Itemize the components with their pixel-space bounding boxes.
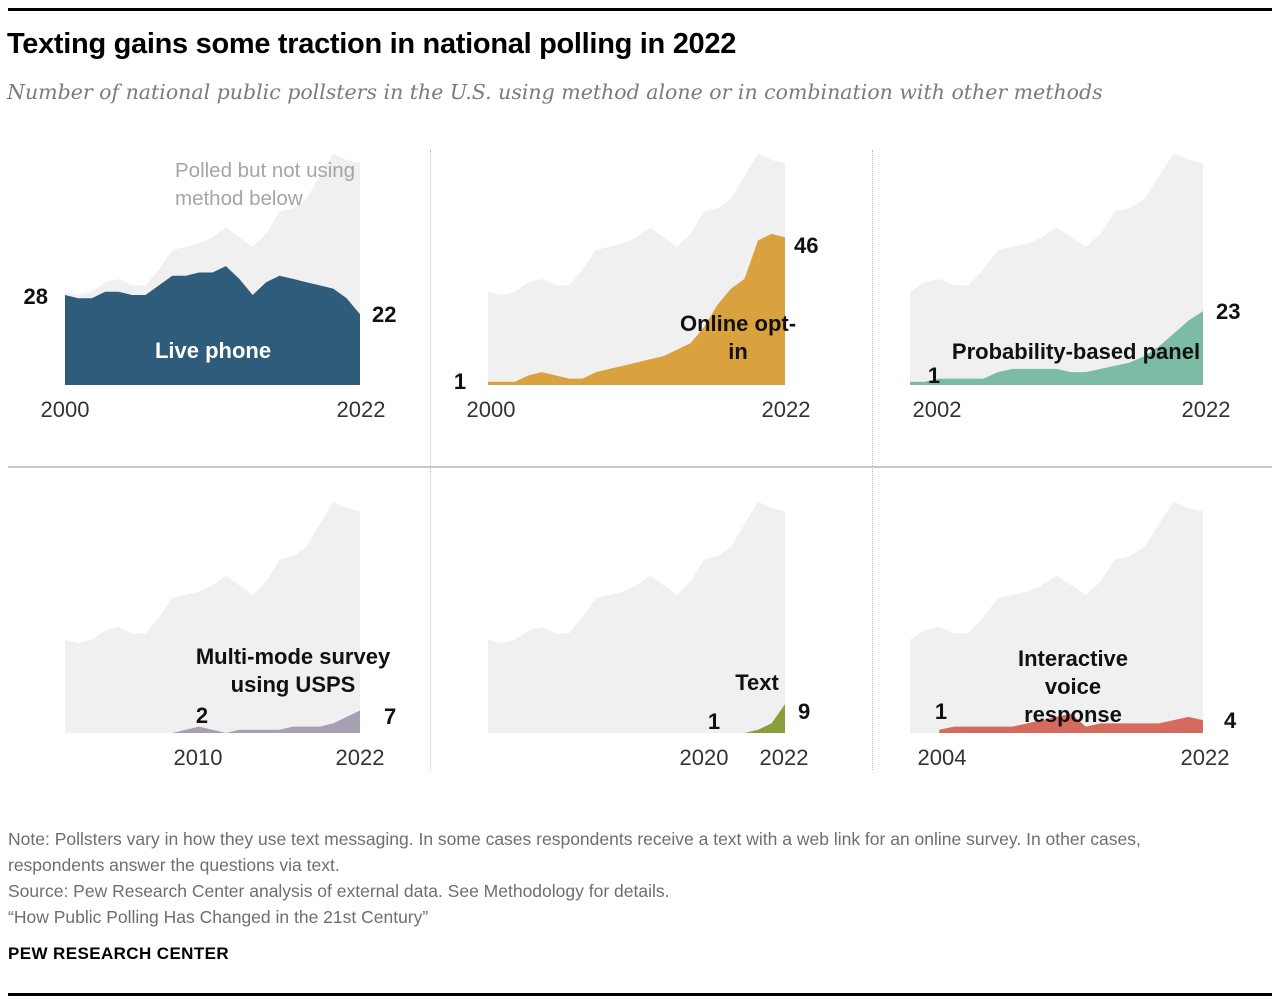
- source-text: Source: Pew Research Center analysis of …: [8, 881, 670, 901]
- online-opt-in-axis-start: 2000: [466, 397, 516, 422]
- note-text: Note: Pollsters vary in how they use tex…: [8, 829, 1141, 875]
- text-start-value: 1: [707, 709, 721, 734]
- online-opt-in-label: Online opt-in: [679, 311, 797, 364]
- online-opt-in-area-chart: [488, 153, 785, 385]
- multi-mode-usps-start-value: 2: [195, 703, 209, 728]
- top-rule: [8, 8, 1272, 11]
- text-axis-start: 2020: [679, 745, 729, 770]
- text-label: Text: [735, 670, 779, 695]
- multi-mode-usps-label: Multi-mode survey using USPS: [195, 644, 391, 697]
- total-area-annotation: Polled but not using method below: [175, 159, 356, 210]
- brand-wordmark: PEW RESEARCH CENTER: [8, 944, 230, 963]
- report-title-quote: “How Public Polling Has Changed in the 2…: [8, 907, 429, 927]
- live-phone-start-value: 28: [23, 284, 48, 309]
- probability-panel-area-chart: [910, 153, 1203, 385]
- page-subtitle: Number of national public pollsters in t…: [7, 80, 1103, 104]
- live-phone-label: Live phone: [154, 338, 272, 363]
- multi-mode-usps-axis-end: 2022: [335, 745, 385, 770]
- ivr-area-chart: [910, 501, 1203, 733]
- multi-mode-usps-area-chart: [65, 501, 360, 733]
- row-divider: [8, 466, 1272, 468]
- bottom-rule: [8, 993, 1272, 996]
- online-opt-in-end-value: 46: [794, 233, 819, 258]
- text-end-value: 9: [798, 699, 811, 724]
- live-phone-axis-end: 2022: [336, 397, 386, 422]
- probability-panel-start-value: 1: [927, 363, 941, 388]
- online-opt-in-start-value: 1: [453, 369, 467, 394]
- live-phone-area-chart: [65, 153, 360, 385]
- ivr-label: Interactive voice response: [1017, 646, 1129, 727]
- ivr-end-value: 4: [1224, 708, 1237, 733]
- text-axis-end: 2022: [759, 745, 809, 770]
- online-opt-in-axis-end: 2022: [761, 397, 811, 422]
- multi-mode-usps-axis-start: 2010: [173, 745, 223, 770]
- column-divider-2: [872, 150, 873, 770]
- live-phone-end-value: 22: [372, 302, 397, 327]
- live-phone-axis-start: 2000: [40, 397, 90, 422]
- ivr-axis-end: 2022: [1180, 745, 1230, 770]
- probability-panel-end-value: 23: [1216, 299, 1241, 324]
- column-divider-1: [430, 150, 431, 770]
- footer: Note: Pollsters vary in how they use tex…: [8, 826, 1203, 930]
- ivr-axis-start: 2004: [917, 745, 967, 770]
- probability-panel-axis-start: 2002: [912, 397, 962, 422]
- page-title: Texting gains some traction in national …: [7, 28, 737, 60]
- ivr-start-value: 1: [934, 699, 948, 724]
- probability-panel-axis-end: 2022: [1181, 397, 1231, 422]
- probability-panel-label: Probability-based panel: [951, 339, 1201, 364]
- text-area-chart: [488, 501, 785, 733]
- multi-mode-usps-end-value: 7: [384, 704, 397, 729]
